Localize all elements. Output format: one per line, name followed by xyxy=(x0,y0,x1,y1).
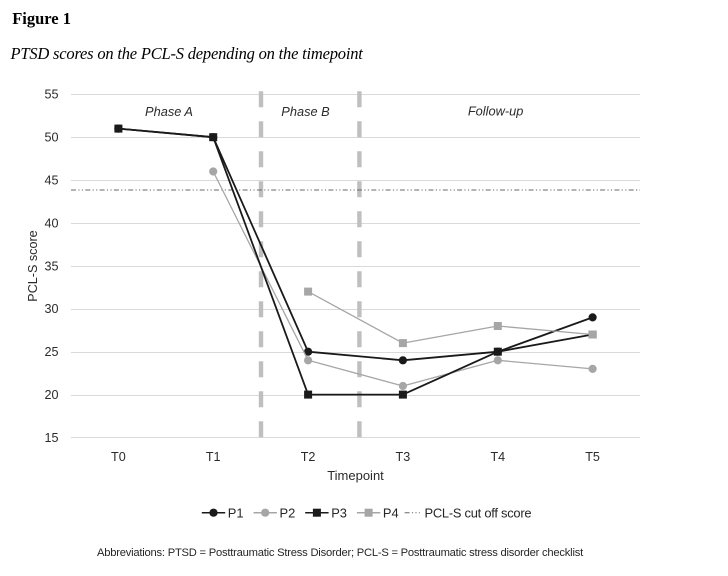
svg-text:T0: T0 xyxy=(111,450,126,464)
svg-text:T1: T1 xyxy=(206,450,221,464)
svg-text:Phase A: Phase A xyxy=(145,104,193,119)
svg-text:Phase B: Phase B xyxy=(281,104,330,119)
svg-text:15: 15 xyxy=(44,431,58,445)
svg-text:50: 50 xyxy=(44,131,58,145)
svg-text:T3: T3 xyxy=(396,450,411,464)
svg-text:T2: T2 xyxy=(301,450,316,464)
svg-text:30: 30 xyxy=(44,302,58,316)
svg-text:35: 35 xyxy=(44,259,58,273)
svg-text:P1: P1 xyxy=(228,505,244,520)
svg-text:55: 55 xyxy=(44,88,58,102)
svg-text:25: 25 xyxy=(44,345,58,359)
svg-text:P2: P2 xyxy=(280,505,296,520)
svg-text:T5: T5 xyxy=(585,450,600,464)
svg-text:P3: P3 xyxy=(331,505,347,520)
svg-text:P4: P4 xyxy=(383,505,399,520)
svg-text:Timepoint: Timepoint xyxy=(327,468,384,483)
svg-text:T4: T4 xyxy=(490,450,505,464)
svg-text:PCL-S score: PCL-S score xyxy=(26,230,40,301)
svg-text:20: 20 xyxy=(44,388,58,402)
svg-text:PCL-S cut off score: PCL-S cut off score xyxy=(425,505,532,520)
svg-text:Follow-up: Follow-up xyxy=(468,104,523,119)
svg-text:40: 40 xyxy=(44,216,58,230)
svg-text:45: 45 xyxy=(44,174,58,188)
